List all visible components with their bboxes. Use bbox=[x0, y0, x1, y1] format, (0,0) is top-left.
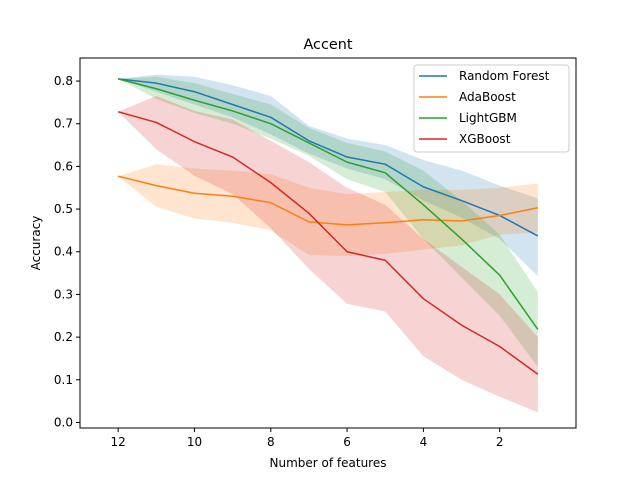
y-axis-ticks: 0.0 0.1 0.2 0.3 0.4 0.5 0.6 0.7 0.8 bbox=[54, 74, 80, 429]
y-tick-label: 0.6 bbox=[54, 159, 73, 173]
x-tick-label: 12 bbox=[111, 435, 126, 449]
band-random-forest bbox=[118, 74, 538, 277]
x-tick-label: 10 bbox=[187, 435, 202, 449]
legend-box bbox=[413, 64, 570, 153]
x-tick-label: 6 bbox=[343, 435, 351, 449]
line-random-forest bbox=[118, 78, 539, 237]
legend: Random Forest AdaBoost LightGBM XGBoost bbox=[413, 64, 570, 153]
y-tick-label: 0.0 bbox=[54, 415, 73, 429]
chart-title: Accent bbox=[303, 37, 352, 53]
line-adaboost bbox=[117, 175, 538, 226]
y-tick-label: 0.7 bbox=[54, 117, 73, 131]
legend-label-xgboost: XGBoost bbox=[459, 132, 511, 146]
y-tick-label: 0.1 bbox=[54, 373, 73, 387]
x-tick-label: 4 bbox=[420, 435, 428, 449]
y-axis-label: Accuracy bbox=[29, 216, 43, 271]
legend-label-lightgbm: LightGBM bbox=[459, 111, 517, 125]
x-tick-label: 8 bbox=[267, 435, 275, 449]
legend-label-random-forest: Random Forest bbox=[459, 69, 550, 83]
plot-frame bbox=[79, 57, 577, 429]
series-lines bbox=[117, 78, 539, 375]
y-tick-label: 0.4 bbox=[54, 245, 73, 259]
band-xgboost bbox=[118, 95, 538, 413]
y-tick-label: 0.8 bbox=[54, 74, 73, 88]
band-adaboost bbox=[118, 164, 538, 257]
y-tick-label: 0.5 bbox=[54, 202, 73, 216]
legend-label-adaboost: AdaBoost bbox=[459, 90, 516, 104]
band-lightgbm bbox=[118, 76, 538, 367]
x-axis-ticks: 12 10 8 6 4 2 bbox=[111, 428, 504, 449]
x-axis-label: Number of features bbox=[270, 456, 387, 470]
x-tick-label: 2 bbox=[496, 435, 504, 449]
y-tick-label: 0.2 bbox=[54, 330, 73, 344]
y-tick-label: 0.3 bbox=[54, 287, 73, 301]
line-xgboost bbox=[117, 111, 539, 375]
line-lightgbm bbox=[117, 78, 539, 330]
confidence-bands bbox=[118, 74, 538, 413]
